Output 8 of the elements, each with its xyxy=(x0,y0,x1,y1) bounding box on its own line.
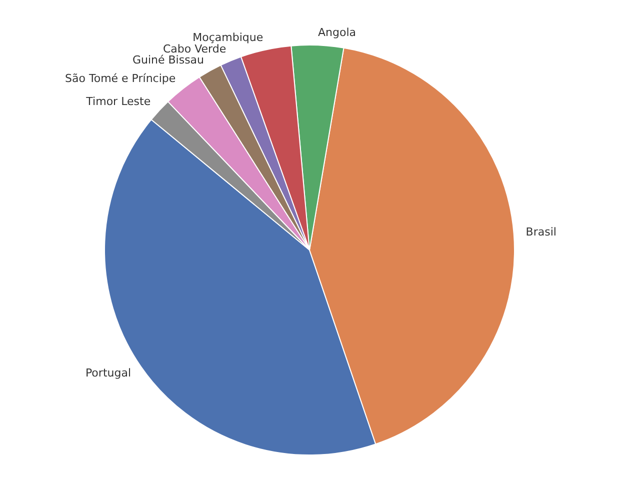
slice-label: Angola xyxy=(318,26,356,40)
slice-label: Cabo Verde xyxy=(162,42,226,56)
slice-label: Brasil xyxy=(526,226,556,239)
slice-label: Guiné Bissau xyxy=(132,53,204,66)
slice-label: São Tomé e Príncipe xyxy=(65,72,176,86)
slice-label: Portugal xyxy=(85,366,132,380)
slice-label: Moçambique xyxy=(192,31,264,44)
slice-label: Timor Leste xyxy=(85,95,151,108)
